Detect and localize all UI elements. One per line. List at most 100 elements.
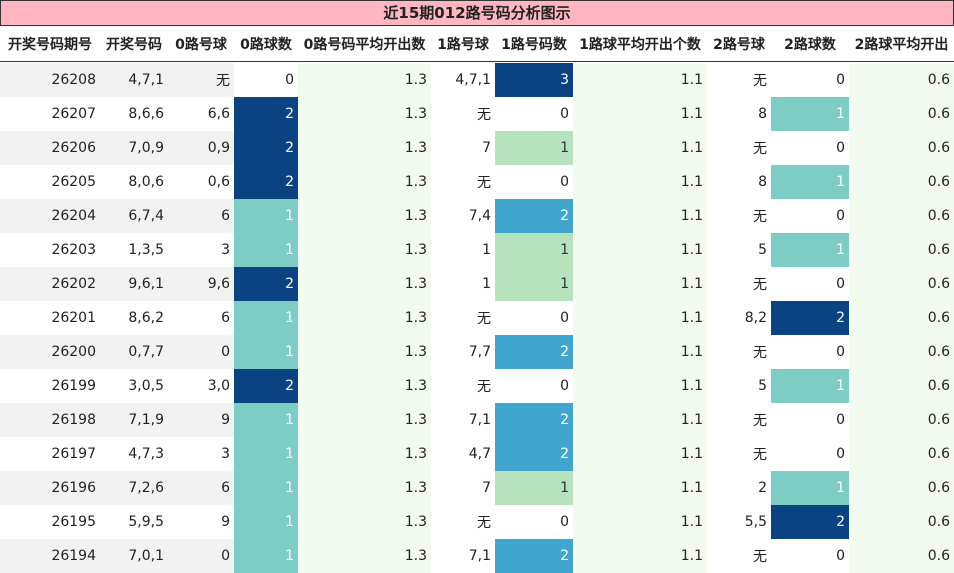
- route2-count-cell: 0: [771, 199, 849, 233]
- route0-balls-cell: 0,6: [168, 165, 234, 199]
- route1-average-cell: 1.1: [573, 471, 707, 505]
- draw-number-cell: 26200: [0, 335, 100, 369]
- route2-average-cell: 0.6: [849, 63, 954, 97]
- route1-count-cell: 1: [495, 471, 573, 505]
- route1-balls-cell: 7,4: [431, 199, 495, 233]
- route0-balls-cell: 6: [168, 199, 234, 233]
- route2-average-cell: 0.6: [849, 539, 954, 573]
- route1-average-cell: 1.1: [573, 369, 707, 403]
- route1-average-cell: 1.1: [573, 539, 707, 573]
- draw-balls-cell: 1,3,5: [100, 233, 168, 267]
- route0-average-cell: 1.3: [298, 437, 431, 471]
- route2-count-cell: 1: [771, 97, 849, 131]
- route1-average-cell: 1.1: [573, 131, 707, 165]
- route1-count-cell: 1: [495, 233, 573, 267]
- route0-count-cell: 2: [234, 267, 298, 301]
- route0-count-cell: 1: [234, 471, 298, 505]
- route0-average-cell: 1.3: [298, 505, 431, 539]
- draw-number-cell: 26206: [0, 131, 100, 165]
- col-header: 开奖号码期号: [0, 26, 100, 62]
- route0-count-cell: 1: [234, 437, 298, 471]
- draw-number-cell: 26197: [0, 437, 100, 471]
- route1-balls-cell: 无: [431, 301, 495, 335]
- route0-count-cell: 1: [234, 403, 298, 437]
- chart-title: 近15期012路号码分析图示: [0, 0, 954, 26]
- route0-average-cell: 1.3: [298, 301, 431, 335]
- route1-count-cell: 2: [495, 437, 573, 471]
- draw-balls-cell: 6,7,4: [100, 199, 168, 233]
- route2-balls-cell: 无: [707, 403, 771, 437]
- col-header: 0路号码平均开出数: [298, 26, 431, 62]
- route1-balls-cell: 4,7,1: [431, 63, 495, 97]
- route0-count-cell: 1: [234, 233, 298, 267]
- route2-average-cell: 0.6: [849, 233, 954, 267]
- route0-count-cell: 0: [234, 63, 298, 97]
- route0-balls-cell: 0: [168, 335, 234, 369]
- draw-balls-cell: 4,7,3: [100, 437, 168, 471]
- route0-balls-cell: 9: [168, 505, 234, 539]
- draw-balls-cell: 8,6,6: [100, 97, 168, 131]
- route1-average-cell: 1.1: [573, 505, 707, 539]
- route2-average-cell: 0.6: [849, 165, 954, 199]
- route0-average-cell: 1.3: [298, 369, 431, 403]
- route0-average-cell: 1.3: [298, 199, 431, 233]
- draw-balls-cell: 4,7,1: [100, 63, 168, 97]
- col-header: 0路号球: [168, 26, 234, 62]
- route0-average-cell: 1.3: [298, 165, 431, 199]
- route1-count-cell: 2: [495, 403, 573, 437]
- route2-balls-cell: 无: [707, 539, 771, 573]
- route0-count-cell: 1: [234, 199, 298, 233]
- route0-balls-cell: 3: [168, 437, 234, 471]
- draw-number-cell: 26199: [0, 369, 100, 403]
- route2-balls-cell: 5: [707, 369, 771, 403]
- route1-count-cell: 0: [495, 369, 573, 403]
- route2-count-cell: 0: [771, 131, 849, 165]
- route1-count-cell: 0: [495, 165, 573, 199]
- route1-average-cell: 1.1: [573, 267, 707, 301]
- draw-balls-cell: 7,0,9: [100, 131, 168, 165]
- route0-balls-cell: 9,6: [168, 267, 234, 301]
- route1-balls-cell: 1: [431, 233, 495, 267]
- route2-count-cell: 0: [771, 63, 849, 97]
- route2-balls-cell: 2: [707, 471, 771, 505]
- route1-average-cell: 1.1: [573, 437, 707, 471]
- draw-number-cell: 26198: [0, 403, 100, 437]
- draw-number-cell: 26203: [0, 233, 100, 267]
- route1-average-cell: 1.1: [573, 335, 707, 369]
- route1-count-cell: 2: [495, 199, 573, 233]
- route1-balls-cell: 1: [431, 267, 495, 301]
- draw-balls-cell: 3,0,5: [100, 369, 168, 403]
- route1-average-cell: 1.1: [573, 63, 707, 97]
- route0-average-cell: 1.3: [298, 233, 431, 267]
- draw-balls-cell: 5,9,5: [100, 505, 168, 539]
- route0-balls-cell: 0,9: [168, 131, 234, 165]
- route0-count-cell: 2: [234, 369, 298, 403]
- route0-count-cell: 1: [234, 301, 298, 335]
- route1-balls-cell: 无: [431, 165, 495, 199]
- route1-count-cell: 3: [495, 63, 573, 97]
- route0-balls-cell: 0: [168, 539, 234, 573]
- route2-average-cell: 0.6: [849, 267, 954, 301]
- route2-count-cell: 0: [771, 267, 849, 301]
- route0-count-cell: 2: [234, 97, 298, 131]
- route1-count-cell: 0: [495, 301, 573, 335]
- route2-count-cell: 1: [771, 471, 849, 505]
- route2-count-cell: 0: [771, 539, 849, 573]
- route0-average-cell: 1.3: [298, 335, 431, 369]
- col-header: 1路号码数: [495, 26, 573, 62]
- route2-balls-cell: 无: [707, 131, 771, 165]
- draw-balls-cell: 9,6,1: [100, 267, 168, 301]
- route2-balls-cell: 5: [707, 233, 771, 267]
- draw-balls-cell: 8,0,6: [100, 165, 168, 199]
- route0-balls-cell: 无: [168, 63, 234, 97]
